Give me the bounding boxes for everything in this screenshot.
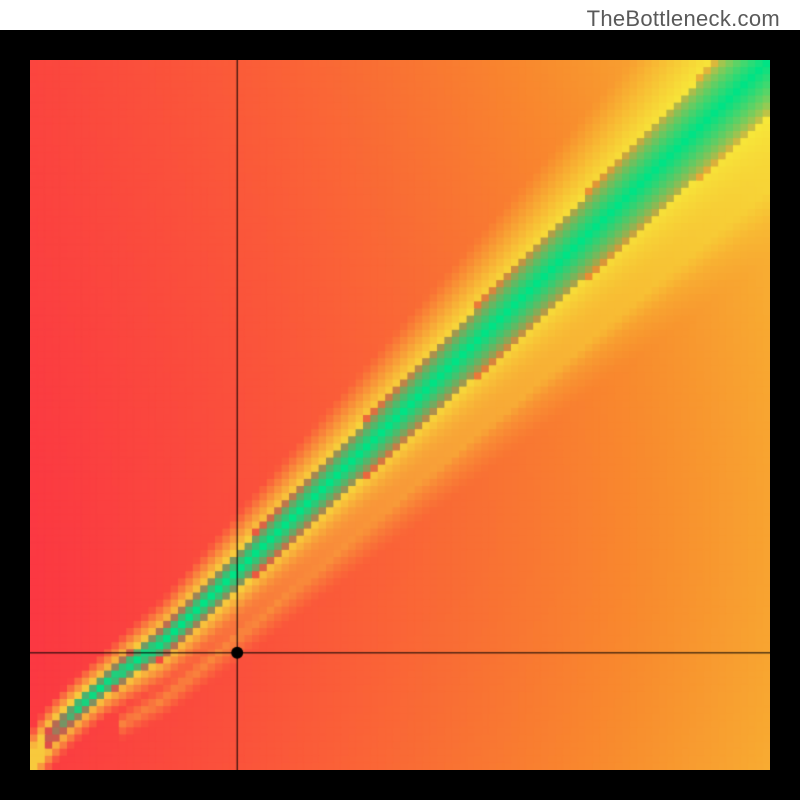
chart-container: TheBottleneck.com xyxy=(0,0,800,800)
bottleneck-heatmap xyxy=(30,60,770,770)
plot-frame xyxy=(0,30,800,800)
watermark-text: TheBottleneck.com xyxy=(587,6,780,32)
